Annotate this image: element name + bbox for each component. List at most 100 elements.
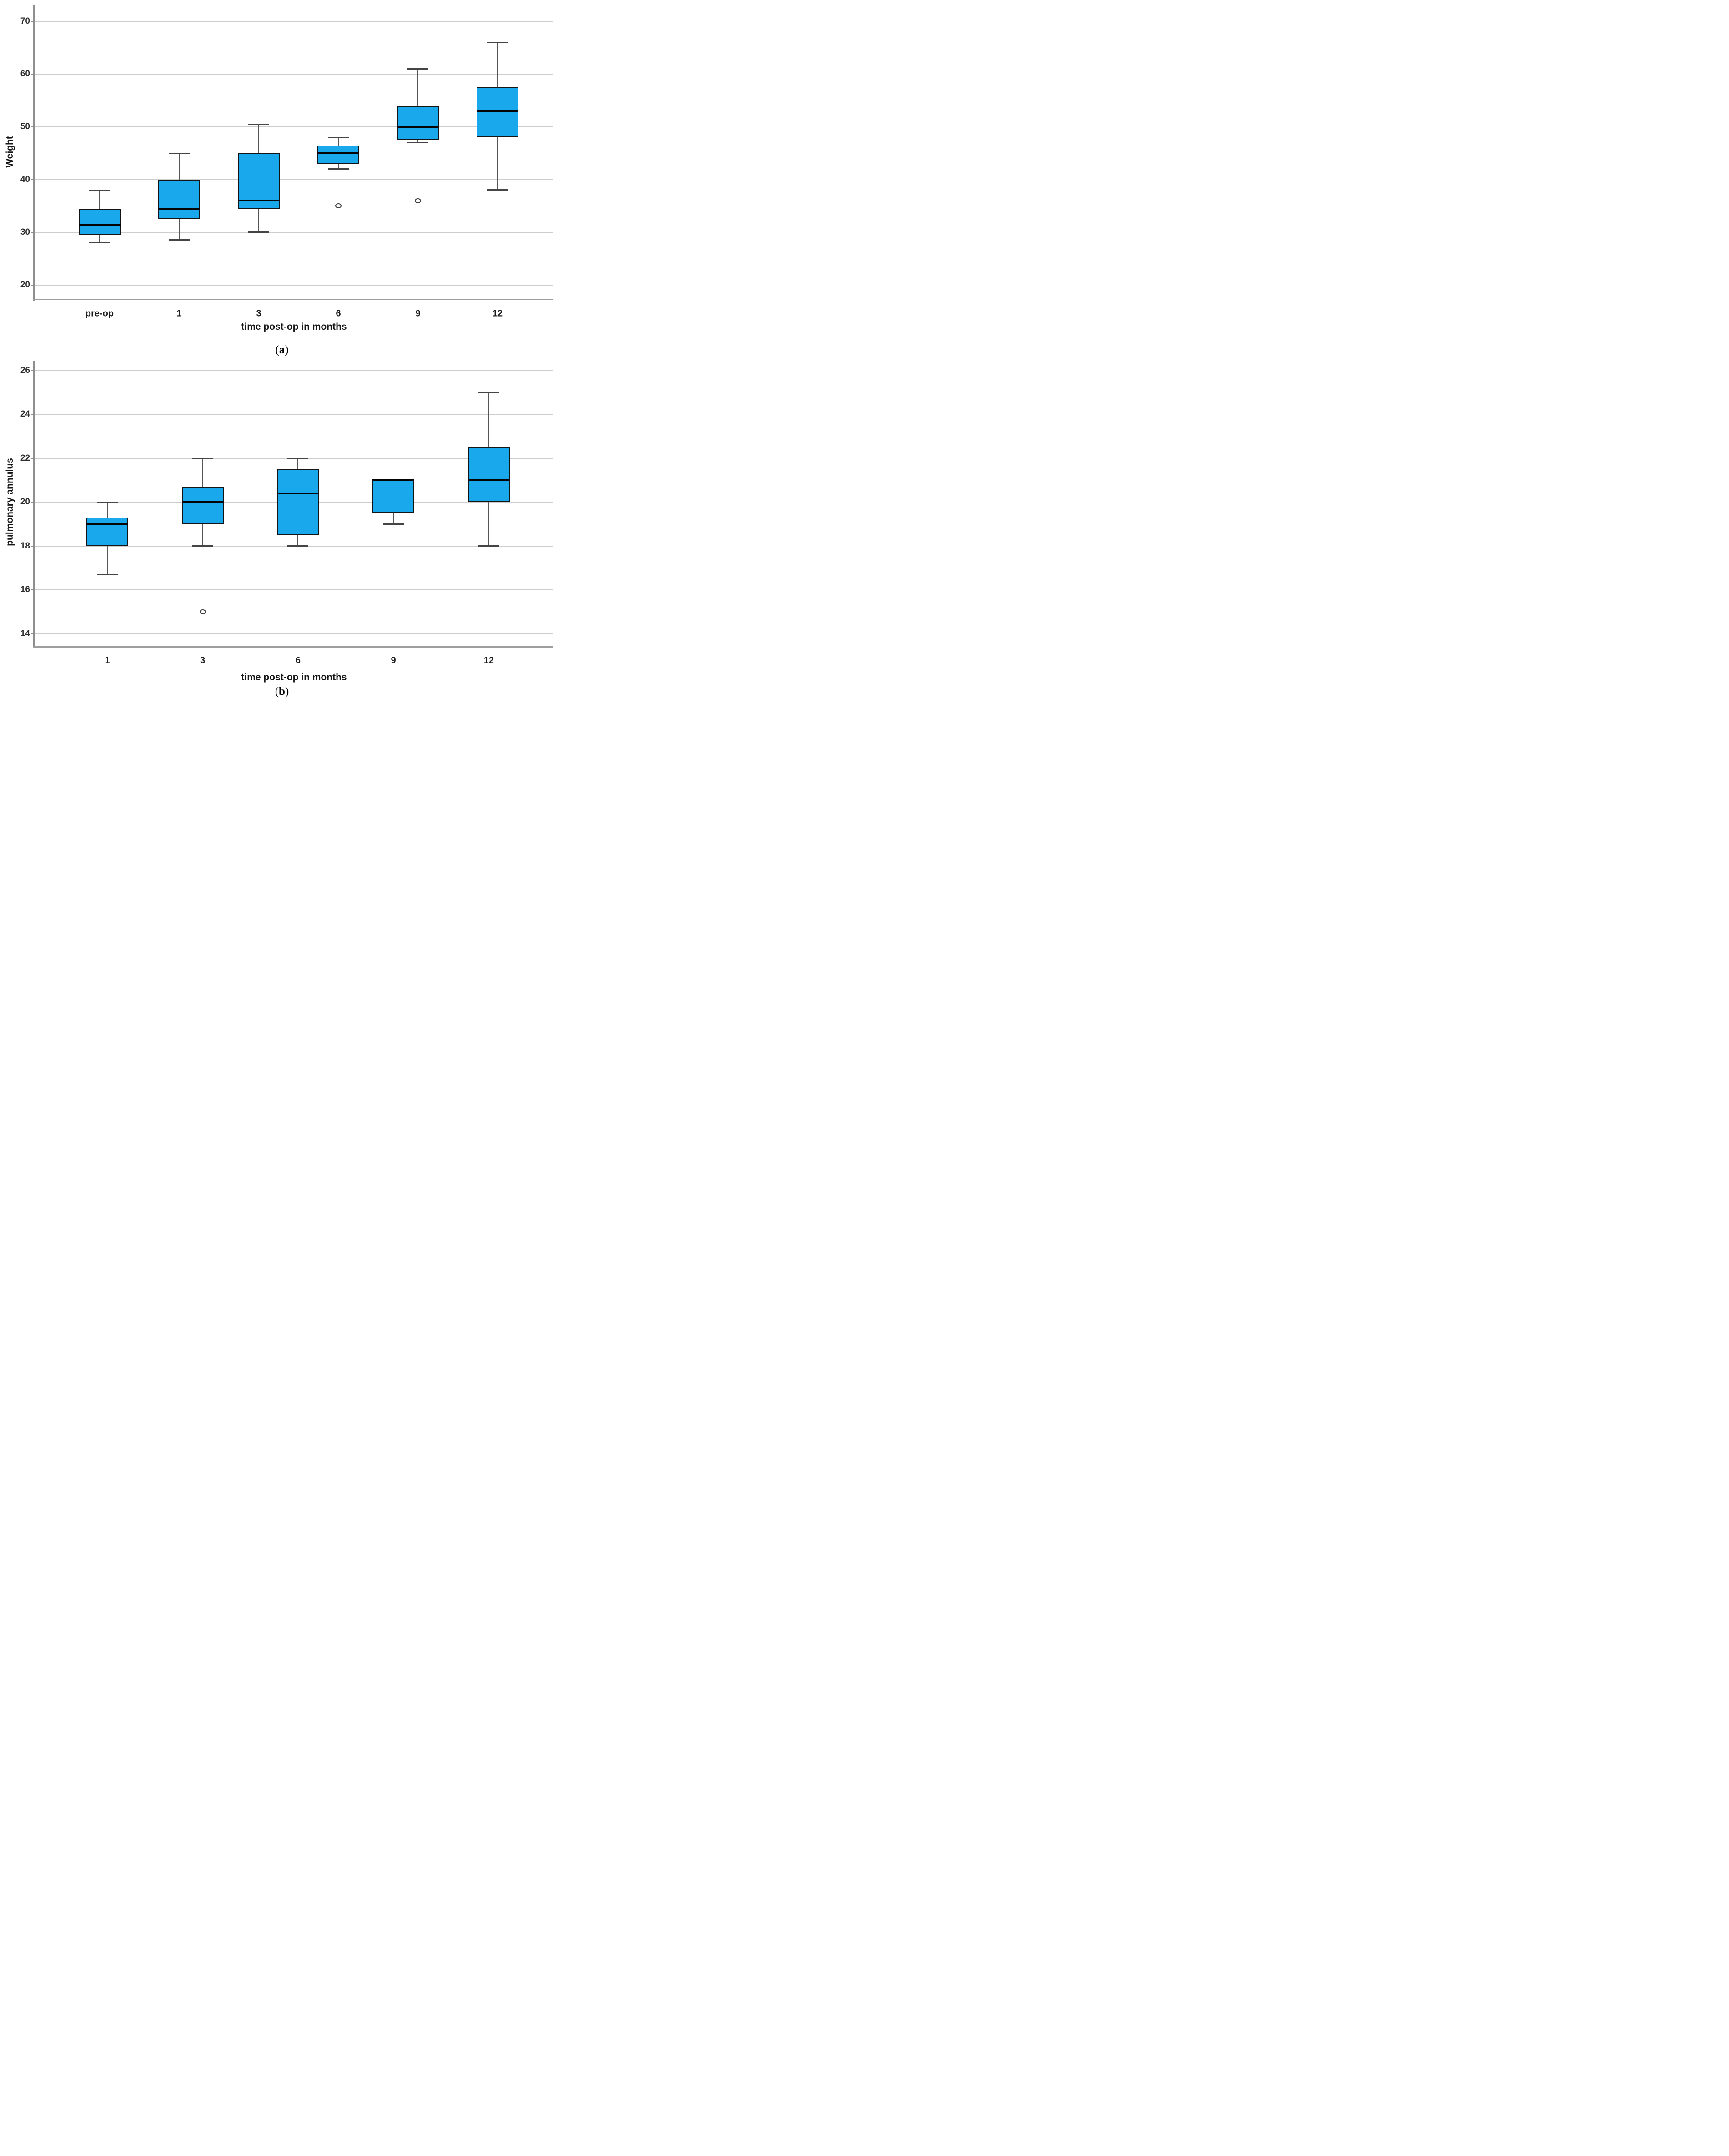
gridline <box>35 179 553 180</box>
gridline <box>35 633 553 634</box>
median-line <box>86 523 128 525</box>
median-line <box>477 110 518 112</box>
y-tick-label: 18 <box>20 541 30 551</box>
box <box>86 518 128 546</box>
lower-whisker <box>338 164 339 169</box>
x-tick-label: 12 <box>492 308 503 319</box>
median-line <box>467 479 510 482</box>
median-line <box>317 152 359 154</box>
upper-whisker-cap <box>97 502 118 503</box>
y-tick-label: 26 <box>20 365 30 375</box>
x-tick-label: 1 <box>105 655 110 666</box>
x-axis-line <box>33 299 553 300</box>
box <box>317 145 359 164</box>
x-tick-label: pre-op <box>85 308 114 319</box>
y-tick-label: 20 <box>20 497 30 507</box>
y-axis-tick <box>31 633 34 634</box>
x-tick-label: 9 <box>391 655 396 666</box>
y-tick-label: 16 <box>20 585 30 595</box>
lower-whisker <box>488 502 489 546</box>
lower-whisker-cap <box>383 523 404 525</box>
gridline <box>35 284 553 286</box>
upper-whisker <box>179 153 180 180</box>
y-tick-label: 60 <box>20 69 30 79</box>
gridline <box>35 21 553 22</box>
box <box>238 153 280 209</box>
gridline <box>35 589 553 591</box>
box <box>158 179 200 219</box>
x-tick-label: 12 <box>483 655 494 666</box>
median-line <box>79 223 121 226</box>
y-tick-label: 14 <box>20 628 30 638</box>
upper-whisker-cap <box>89 190 110 191</box>
y-tick-label: 20 <box>20 280 30 290</box>
lower-whisker-cap <box>287 545 309 547</box>
y-axis-tick <box>31 370 34 371</box>
y-axis-tick <box>31 414 34 415</box>
lower-whisker <box>297 535 299 546</box>
upper-whisker-cap <box>328 137 349 139</box>
x-tick-label: 6 <box>336 308 341 319</box>
upper-whisker-cap <box>287 457 309 459</box>
y-tick-label: 24 <box>20 409 30 419</box>
box <box>397 106 439 140</box>
y-axis-tick <box>31 126 34 127</box>
x-tick-label: 6 <box>295 655 301 666</box>
upper-whisker-cap <box>169 152 190 154</box>
gridline <box>35 414 553 415</box>
lower-whisker <box>107 546 108 575</box>
box <box>277 469 319 535</box>
caption-b-close: ) <box>285 685 289 698</box>
y-axis-tick <box>31 457 34 459</box>
lower-whisker <box>258 208 259 232</box>
upper-whisker <box>497 42 498 88</box>
x-tick-label: 9 <box>415 308 421 319</box>
upper-whisker-cap <box>407 68 428 70</box>
gridline <box>35 126 553 127</box>
caption-a-open: ( <box>275 344 279 356</box>
box <box>181 487 224 524</box>
upper-whisker <box>417 69 418 106</box>
lower-whisker-cap <box>192 545 213 547</box>
chart-b-x-axis-title: time post-op in months <box>241 672 347 683</box>
upper-whisker <box>258 124 259 153</box>
gridline <box>35 74 553 75</box>
y-axis-line <box>33 5 35 301</box>
outlier-point <box>199 609 206 615</box>
x-tick-label: 1 <box>176 308 182 319</box>
y-tick-label: 30 <box>20 227 30 237</box>
y-axis-tick <box>31 545 34 547</box>
upper-whisker <box>202 458 203 487</box>
chart-b-caption: (b) <box>0 685 564 698</box>
lower-whisker <box>417 140 418 143</box>
lower-whisker-cap <box>328 168 349 170</box>
y-tick-label: 22 <box>20 453 30 463</box>
y-axis-tick <box>31 284 34 286</box>
lower-whisker <box>202 524 203 546</box>
y-axis-tick <box>31 74 34 75</box>
caption-a-letter: a <box>279 344 285 356</box>
lower-whisker-cap <box>407 141 428 143</box>
y-tick-label: 40 <box>20 174 30 184</box>
median-line <box>372 479 415 482</box>
median-line <box>158 207 200 210</box>
lower-whisker-cap <box>169 239 190 241</box>
median-line <box>277 493 319 495</box>
y-axis-tick <box>31 502 34 503</box>
upper-whisker <box>107 502 108 518</box>
caption-a-close: ) <box>285 344 289 356</box>
upper-whisker-cap <box>248 124 269 126</box>
lower-whisker-cap <box>478 545 499 547</box>
y-axis-tick <box>31 21 34 22</box>
upper-whisker-cap <box>478 392 499 393</box>
upper-whisker-cap <box>487 42 508 44</box>
y-axis-tick <box>31 179 34 180</box>
upper-whisker <box>297 458 299 469</box>
box <box>79 208 121 235</box>
chart-a-y-axis-title: Weight <box>5 136 15 168</box>
x-tick-label: 3 <box>200 655 206 666</box>
y-axis-tick <box>31 589 34 591</box>
box <box>477 87 518 138</box>
y-tick-label: 70 <box>20 16 30 26</box>
lower-whisker <box>99 235 100 243</box>
